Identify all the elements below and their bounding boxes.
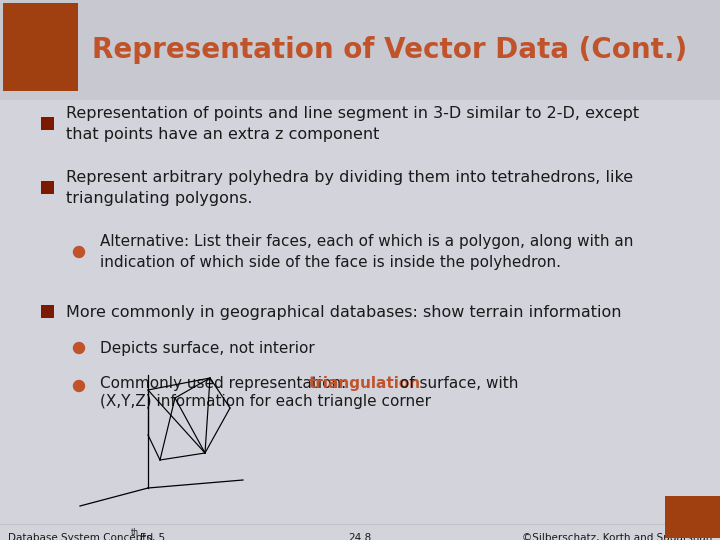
Text: triangulation: triangulation: [309, 376, 421, 391]
FancyBboxPatch shape: [3, 3, 78, 91]
Text: ©Silberschatz, Korth and Sudarshan: ©Silberschatz, Korth and Sudarshan: [521, 533, 712, 540]
FancyBboxPatch shape: [665, 496, 720, 538]
FancyBboxPatch shape: [0, 0, 720, 100]
FancyBboxPatch shape: [41, 181, 54, 194]
Text: 24.8: 24.8: [348, 533, 372, 540]
Text: Depicts surface, not interior: Depicts surface, not interior: [100, 341, 315, 355]
Circle shape: [73, 246, 84, 258]
Text: (X,Y,Z) information for each triangle corner: (X,Y,Z) information for each triangle co…: [100, 394, 431, 409]
Text: Representation of points and line segment in 3-D similar to 2-D, except
that poi: Representation of points and line segmen…: [66, 106, 639, 142]
Text: Ed.: Ed.: [140, 533, 156, 540]
Text: of surface, with: of surface, with: [395, 376, 518, 391]
Text: Commonly used representation:: Commonly used representation:: [100, 376, 351, 391]
FancyBboxPatch shape: [41, 117, 54, 130]
Circle shape: [73, 342, 84, 354]
Text: Represent arbitrary polyhedra by dividing them into tetrahedrons, like
triangula: Represent arbitrary polyhedra by dividin…: [66, 170, 633, 206]
Text: More commonly in geographical databases: show terrain information: More commonly in geographical databases:…: [66, 305, 621, 320]
Text: Representation of Vector Data (Cont.): Representation of Vector Data (Cont.): [92, 36, 688, 64]
Text: 8: 8: [667, 503, 677, 517]
Text: th: th: [131, 528, 139, 537]
Circle shape: [73, 381, 84, 392]
Text: Alternative: List their faces, each of which is a polygon, along with an
indicat: Alternative: List their faces, each of w…: [100, 234, 634, 270]
Text: Database System Concepts, 5: Database System Concepts, 5: [8, 533, 165, 540]
FancyBboxPatch shape: [41, 305, 54, 318]
